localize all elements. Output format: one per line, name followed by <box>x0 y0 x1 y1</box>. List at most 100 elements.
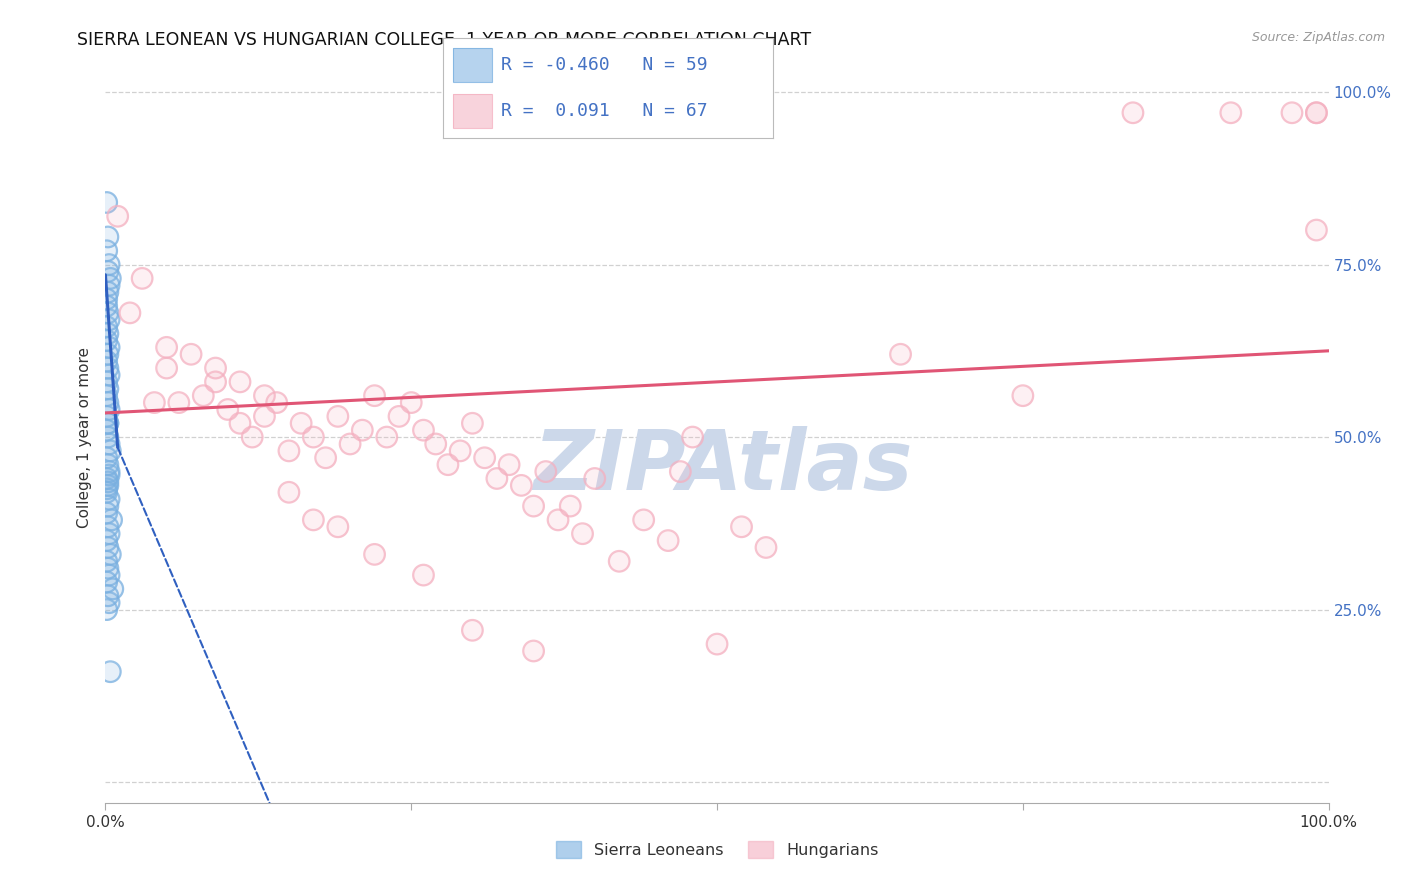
Point <box>98 568 121 582</box>
Point <box>669 465 692 479</box>
Point <box>98 548 121 562</box>
Point <box>97 499 120 513</box>
Point <box>1219 105 1241 120</box>
Point <box>96 574 118 589</box>
Point <box>98 312 121 326</box>
Point <box>1011 389 1033 403</box>
Point <box>607 554 630 568</box>
Point <box>302 430 325 444</box>
Point <box>498 458 520 472</box>
Point <box>96 423 118 437</box>
Point <box>97 264 120 278</box>
Point <box>180 347 202 361</box>
Point <box>97 478 120 492</box>
Point <box>706 637 728 651</box>
Point <box>547 513 569 527</box>
Point <box>98 665 121 679</box>
Point <box>97 347 120 361</box>
Point <box>97 361 120 376</box>
Point <box>730 520 752 534</box>
Point <box>156 361 179 376</box>
Point <box>96 533 118 548</box>
Point <box>131 271 153 285</box>
Point <box>96 195 118 210</box>
Point <box>96 554 118 568</box>
Point <box>98 465 121 479</box>
Point <box>560 499 582 513</box>
Point <box>1281 105 1303 120</box>
Point <box>98 443 121 458</box>
Point <box>302 430 325 444</box>
Point <box>461 624 484 638</box>
Point <box>96 471 118 485</box>
Point <box>96 354 118 368</box>
Point <box>96 602 118 616</box>
Point <box>449 443 471 458</box>
Point <box>98 368 121 382</box>
Point <box>96 244 118 258</box>
Point <box>97 475 120 489</box>
Point <box>98 443 121 458</box>
Point <box>97 395 120 409</box>
Point <box>657 533 679 548</box>
Point <box>96 299 118 313</box>
Point <box>97 382 120 396</box>
Point <box>96 389 118 403</box>
Point <box>97 306 120 320</box>
Point <box>388 409 411 424</box>
Point <box>97 417 120 431</box>
Point <box>98 468 121 483</box>
Point <box>96 471 118 485</box>
Point <box>97 326 120 341</box>
Point <box>229 417 252 431</box>
Point <box>682 430 704 444</box>
Point <box>326 520 349 534</box>
Point <box>730 520 752 534</box>
Point <box>1122 105 1144 120</box>
Point <box>97 520 120 534</box>
Point <box>100 513 122 527</box>
Point <box>266 395 288 409</box>
Point <box>278 485 301 500</box>
Point <box>412 423 434 437</box>
Point <box>107 209 129 223</box>
Point <box>97 561 120 575</box>
Point <box>97 541 120 555</box>
Point <box>510 478 533 492</box>
Text: Source: ZipAtlas.com: Source: ZipAtlas.com <box>1251 31 1385 45</box>
Point <box>1305 223 1327 237</box>
Point <box>97 230 120 244</box>
Point <box>98 271 121 285</box>
Point <box>425 437 447 451</box>
Point <box>96 409 118 424</box>
Point <box>315 450 337 465</box>
Point <box>401 395 423 409</box>
Point <box>156 361 179 376</box>
Point <box>534 465 557 479</box>
Point <box>474 450 496 465</box>
Point <box>97 541 120 555</box>
Point <box>167 395 190 409</box>
Point <box>253 389 276 403</box>
Text: SIERRA LEONEAN VS HUNGARIAN COLLEGE, 1 YEAR OR MORE CORRELATION CHART: SIERRA LEONEAN VS HUNGARIAN COLLEGE, 1 Y… <box>77 31 811 49</box>
Point <box>253 409 276 424</box>
Point <box>97 458 120 472</box>
Point <box>229 375 252 389</box>
Point <box>97 417 120 431</box>
Bar <box>453 48 492 82</box>
Point <box>96 409 118 424</box>
Point <box>98 402 121 417</box>
Point <box>96 292 118 306</box>
Point <box>290 417 312 431</box>
Point <box>437 458 460 472</box>
Point <box>278 443 301 458</box>
Point <box>98 568 121 582</box>
Point <box>266 395 288 409</box>
Point <box>98 278 121 293</box>
Point <box>363 548 385 562</box>
Point <box>522 644 544 658</box>
Point <box>889 347 911 361</box>
Point <box>217 402 239 417</box>
Point <box>193 389 215 403</box>
Point <box>352 423 374 437</box>
